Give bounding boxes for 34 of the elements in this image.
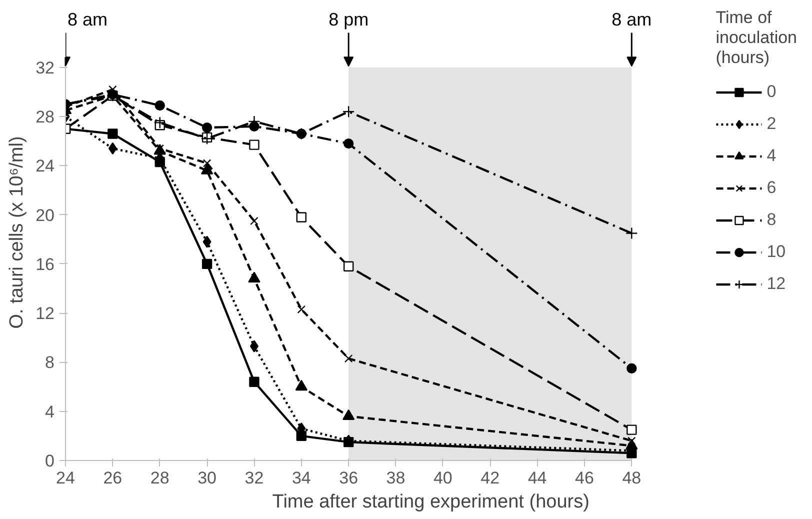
y-tick-label: 28 <box>36 108 55 127</box>
y-tick-label: 20 <box>36 206 55 225</box>
y-tick-label: 32 <box>36 58 55 78</box>
x-tick-label: 26 <box>103 468 122 488</box>
legend-label: 8 <box>766 210 778 230</box>
y-tick-label: 0 <box>45 452 55 470</box>
x-tick-label: 34 <box>292 468 311 488</box>
legend-label: 6 <box>766 178 778 198</box>
x-tick-label: 44 <box>528 468 547 488</box>
x-tick-label: 46 <box>575 468 594 488</box>
x-axis-title: Time after starting experiment (hours) <box>272 492 590 512</box>
x-tick-label: 48 <box>622 468 642 488</box>
legend-title: Time of inoculation (hours) <box>716 8 797 68</box>
x-tick-label: 42 <box>480 468 500 488</box>
text: 8 am <box>612 10 652 30</box>
legend-label: 2 <box>766 114 778 134</box>
text: 8 am <box>68 10 108 30</box>
legend-label: 4 <box>766 146 778 166</box>
text: 8 pm <box>328 10 369 30</box>
x-tick-label: 40 <box>433 468 452 488</box>
x-tick-label: 32 <box>244 468 264 488</box>
y-tick-label: 4 <box>45 402 55 422</box>
y-axis-title: O. tauri cells (x 10⁶/ml) <box>6 136 28 329</box>
x-tick-label: 30 <box>198 468 217 488</box>
x-tick-label: 38 <box>386 468 406 488</box>
y-tick-label: 8 <box>45 353 55 372</box>
legend-label: 12 <box>766 274 787 294</box>
y-tick-label: 12 <box>36 304 55 324</box>
x-tick-label: 28 <box>150 468 170 488</box>
y-tick-label: 16 <box>36 254 55 274</box>
legend-label: 10 <box>766 242 787 262</box>
y-tick-label: 24 <box>36 156 55 176</box>
legend-label: 0 <box>766 82 778 102</box>
x-tick-label: 36 <box>339 468 358 488</box>
